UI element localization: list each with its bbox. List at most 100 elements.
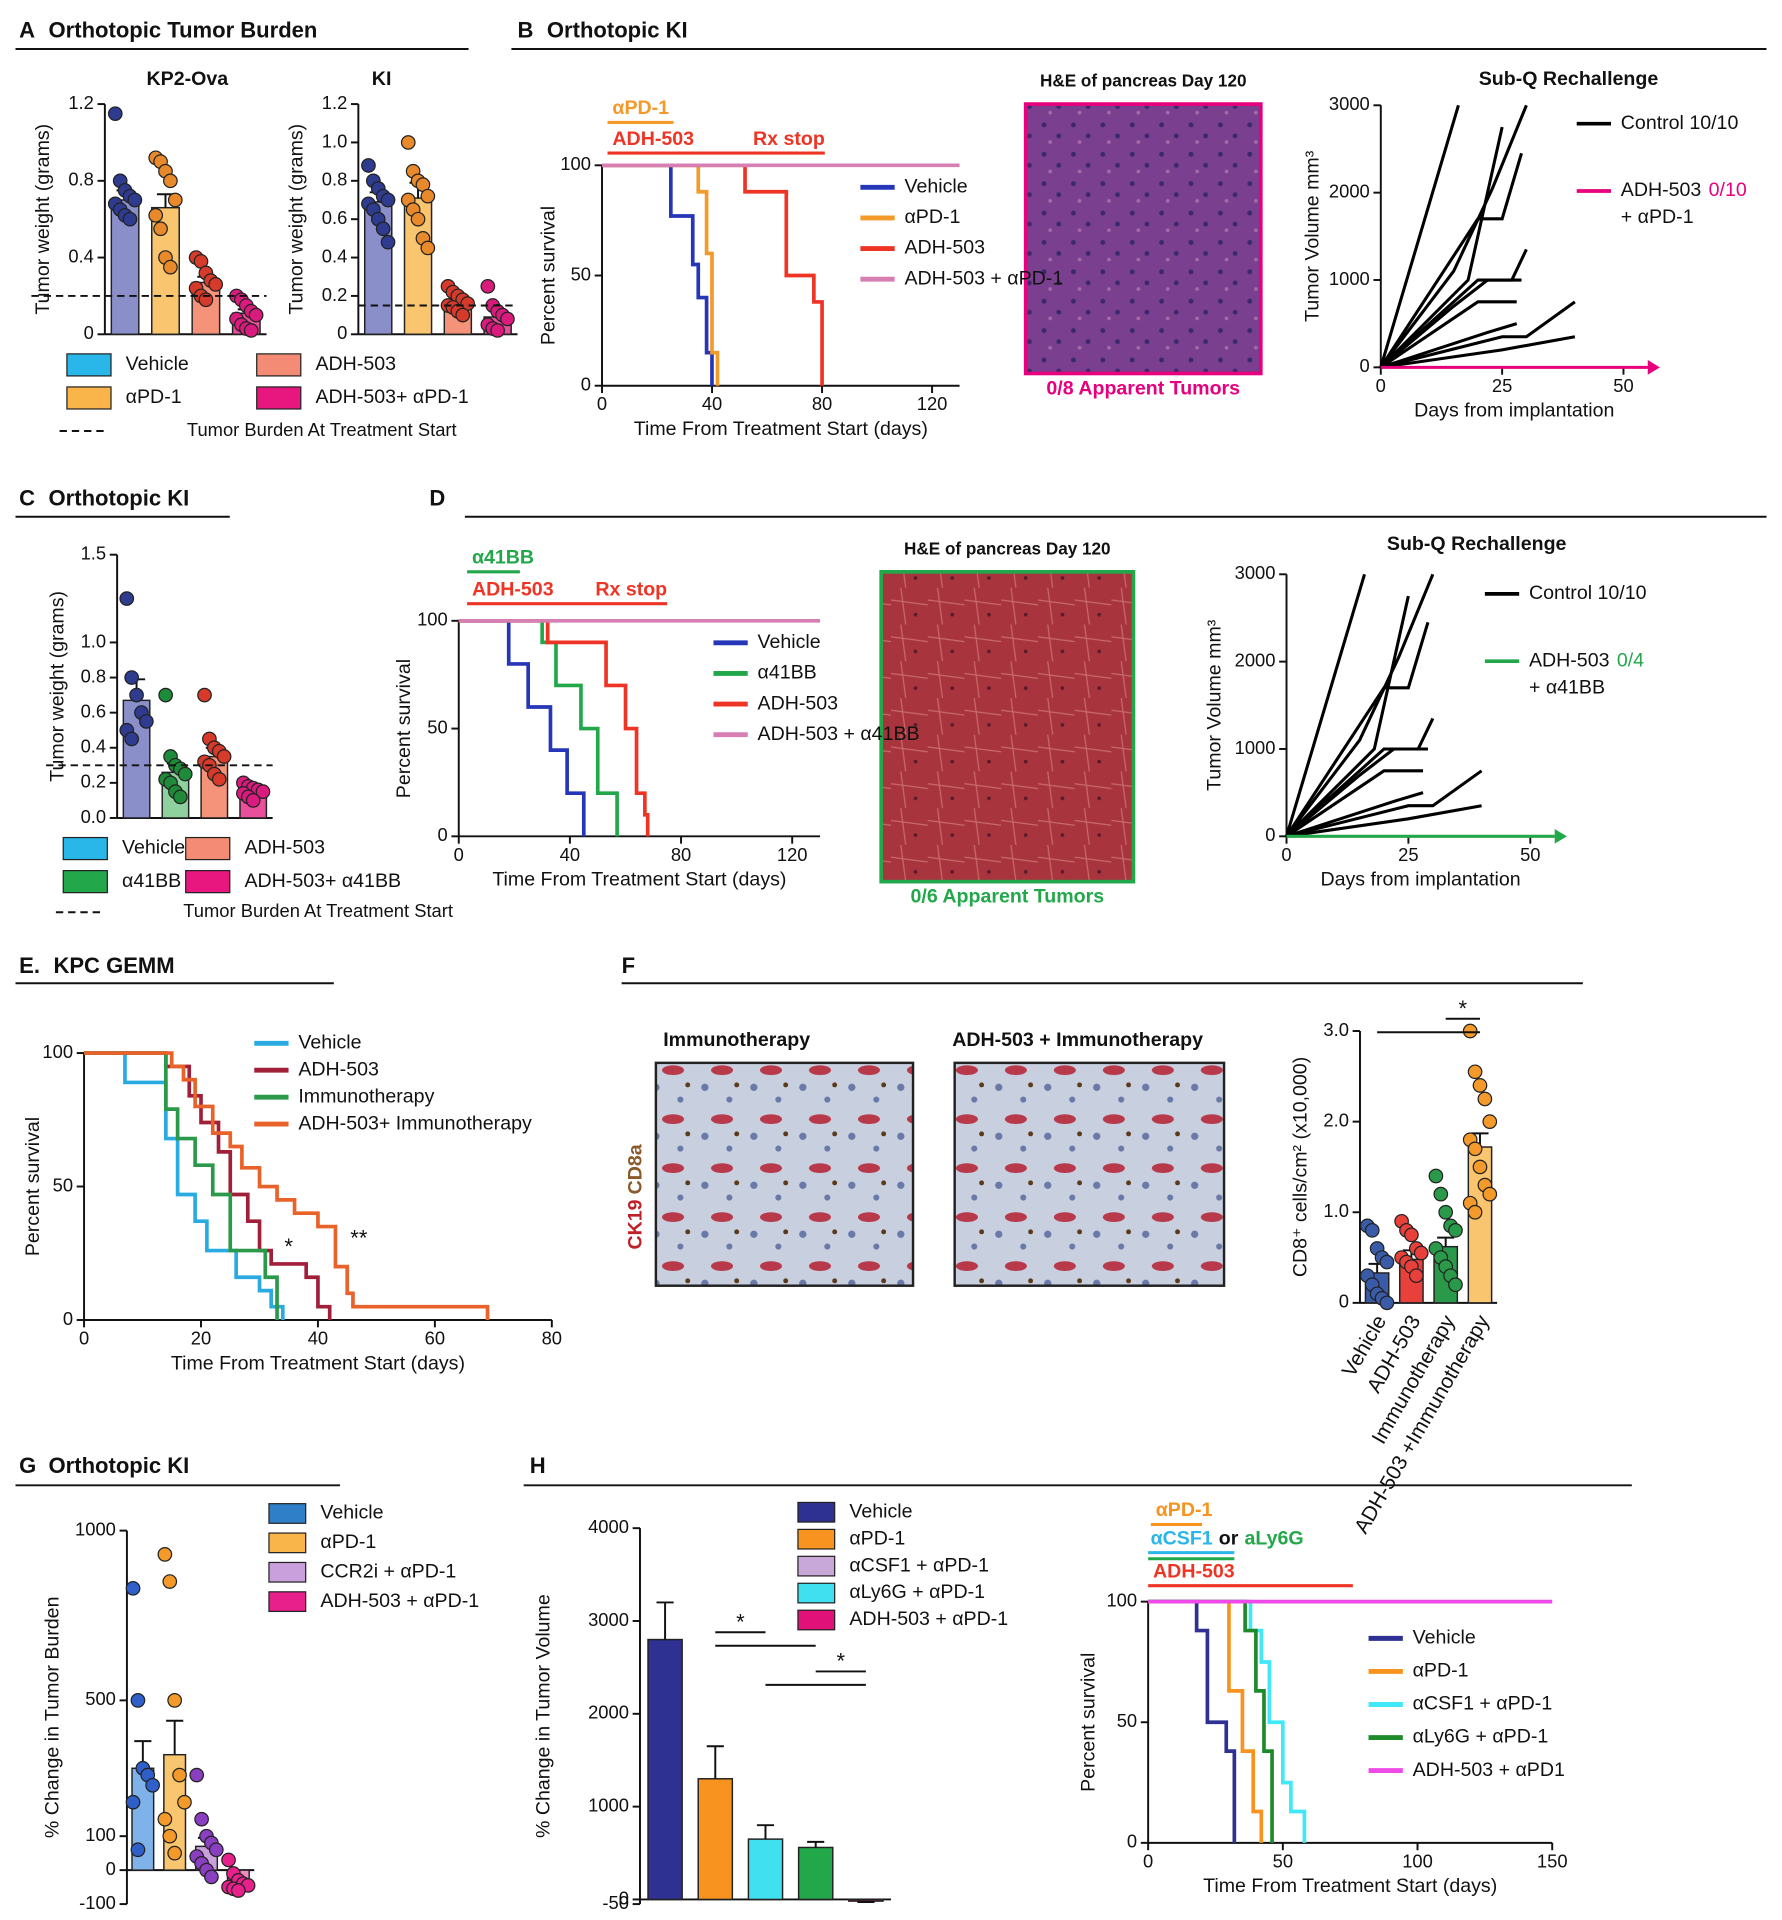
survival-curve: [602, 163, 720, 386]
legend-label: ADH-503: [904, 237, 985, 259]
panel-letter: H: [530, 1453, 546, 1478]
chart-title: Sub-Q Rechallenge: [1479, 68, 1659, 90]
x-axis-label: Days from implantation: [1320, 869, 1520, 891]
growth-curve: [1285, 621, 1430, 838]
legend-swatch: [66, 353, 112, 377]
growth-curve: [1285, 573, 1435, 838]
legend-label: αPD-1: [320, 1531, 376, 1553]
survival-curve: [458, 618, 586, 837]
legend-label: αPD-1: [126, 386, 182, 408]
legend-label: ADH-503+ αPD-1: [315, 386, 468, 408]
growth-curve: [1286, 804, 1482, 838]
y-tick-label: 3000: [1329, 93, 1370, 114]
growth-curve: [1285, 573, 1366, 837]
data-point: [1413, 1245, 1429, 1261]
legend-label: ADH-503: [298, 1058, 379, 1080]
treatment-label: ADH-503: [612, 128, 694, 150]
legend-swatch: [256, 386, 302, 410]
data-point: [129, 687, 144, 703]
panel-letter: E.: [19, 953, 40, 978]
treatment-end-label: Rx stop: [753, 128, 825, 150]
data-point: [1448, 1223, 1463, 1238]
x-tick-label: 25: [1398, 844, 1418, 865]
y-tick-label: -100: [79, 1892, 116, 1913]
data-point: [1408, 1268, 1424, 1284]
data-point: [420, 240, 436, 256]
y-tick-label: 0.2: [322, 284, 348, 305]
panel-letter: B: [518, 18, 534, 43]
chart-title: KI: [372, 68, 392, 90]
legend-label: Vehicle: [849, 1500, 912, 1522]
data-point: [172, 1767, 187, 1783]
y-axis-label: % Change in Tumor Volume: [533, 1594, 555, 1838]
data-point: [400, 135, 416, 150]
data-point: [245, 793, 261, 808]
x-tick-label: 0: [1143, 1850, 1153, 1871]
y-tick-label: 0: [106, 1858, 116, 1879]
legend-label: ADH-503: [1621, 179, 1702, 201]
x-axis-label: Time From Treatment Start (days): [492, 869, 786, 891]
y-tick-label: 1.0: [81, 630, 107, 651]
data-point: [177, 766, 193, 782]
survival-curve: [602, 163, 714, 386]
survival-curve: [1148, 1599, 1237, 1843]
data-point: [361, 158, 376, 173]
y-tick-label: 2.0: [1323, 1109, 1349, 1130]
data-point: [208, 1842, 224, 1858]
significance-label: *: [837, 1649, 846, 1674]
legend-label: αPD-1: [1413, 1660, 1469, 1682]
legend-label: ADH-503 + αPD-1: [320, 1590, 479, 1612]
growth-curve: [1379, 300, 1517, 369]
histology-image: [953, 1061, 1226, 1287]
growth-curve: [1380, 300, 1576, 369]
y-axis-label: Percent survival: [538, 206, 560, 345]
data-point: [1482, 1114, 1498, 1129]
y-tick-label: 0.2: [81, 771, 107, 792]
data-point: [375, 221, 391, 237]
legend-label: ADH-503: [244, 837, 325, 859]
legend-label: Vehicle: [904, 176, 967, 198]
legend-label: Control 10/10: [1621, 112, 1739, 134]
treatment-label: or: [1219, 1527, 1239, 1549]
y-tick-label: 0: [337, 322, 347, 343]
treatment-label: ADH-503: [472, 578, 554, 600]
data-point: [157, 1811, 173, 1827]
data-point: [230, 1883, 246, 1898]
legend-label: ADH-503: [1529, 649, 1610, 671]
legend-label: αPD-1: [904, 206, 960, 228]
legend-swatch: [268, 1561, 307, 1583]
image-caption: 0/6 Apparent Tumors: [911, 886, 1105, 908]
histology-image: [654, 1061, 915, 1287]
x-tick-label: 150: [1537, 1850, 1568, 1871]
y-tick-label: 100: [1106, 1589, 1137, 1610]
data-point: [420, 188, 436, 204]
data-point: [127, 192, 143, 208]
significance-label: *: [736, 1610, 745, 1635]
survival-curve: [1148, 1599, 1264, 1843]
data-point: [172, 789, 188, 805]
growth-curve: [1285, 595, 1410, 838]
data-point: [139, 714, 154, 729]
y-tick-label: 100: [42, 1041, 73, 1062]
growth-curve: [1285, 747, 1428, 838]
data-point: [125, 1794, 141, 1810]
y-tick-label: 0.8: [81, 665, 107, 686]
legend-swatch: [797, 1582, 836, 1604]
treatment-label: ADH-503: [1153, 1560, 1235, 1582]
data-point: [1404, 1227, 1419, 1243]
data-point: [167, 1845, 183, 1861]
legend-label: Vehicle: [1413, 1627, 1476, 1649]
growth-curve: [1379, 104, 1460, 368]
data-point: [1438, 1204, 1454, 1220]
y-tick-label: 50: [53, 1174, 73, 1195]
data-point: [177, 1794, 192, 1810]
legend-swatch: [62, 870, 108, 894]
y-tick-label: 1.0: [322, 130, 348, 151]
image-title: Immunotherapy: [663, 1029, 810, 1051]
y-axis-label: % Change in Tumor Burden: [42, 1597, 64, 1839]
data-point: [243, 323, 259, 338]
y-axis-label: Percent survival: [22, 1117, 44, 1256]
legend-label: ADH-503 + αPD1: [1413, 1759, 1565, 1781]
panel-letter: G: [19, 1453, 36, 1478]
image-title: ADH-503 + Immunotherapy: [952, 1029, 1203, 1051]
